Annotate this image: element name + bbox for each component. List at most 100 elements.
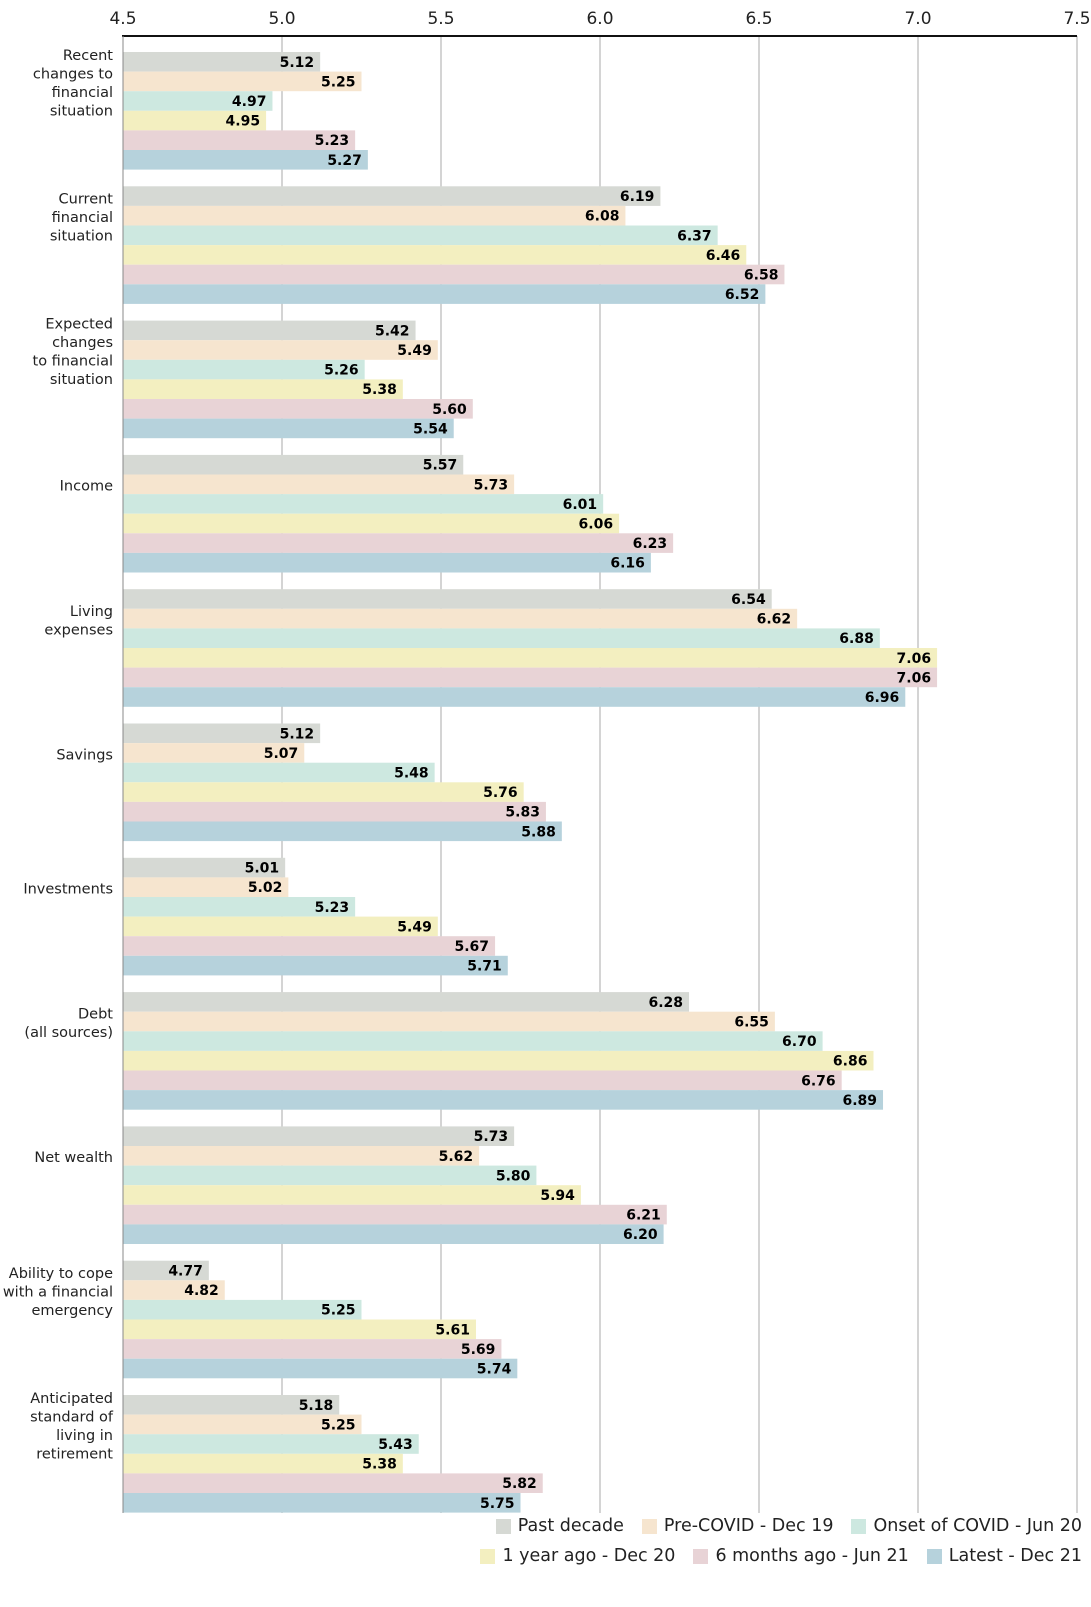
bar xyxy=(123,1358,518,1379)
bar xyxy=(123,186,661,206)
bar-value-label: 6.37 xyxy=(677,228,712,244)
bar xyxy=(123,513,620,534)
bar-value-label: 5.02 xyxy=(248,880,283,896)
bar xyxy=(123,1146,480,1166)
bar xyxy=(123,359,365,380)
category-label-line: situation xyxy=(50,229,113,245)
bar-value-label: 6.21 xyxy=(626,1208,661,1224)
bar-value-label: 6.23 xyxy=(633,536,668,552)
bar xyxy=(123,533,674,553)
bar xyxy=(123,877,289,897)
bar xyxy=(123,110,267,131)
bar xyxy=(123,399,473,419)
bar xyxy=(123,1319,476,1340)
bar xyxy=(123,52,321,72)
category-label-line: situation xyxy=(50,372,113,388)
bar xyxy=(123,225,718,246)
bar-value-label: 4.95 xyxy=(226,114,261,130)
bar-value-label: 4.97 xyxy=(232,94,267,110)
bar-value-label: 5.88 xyxy=(521,824,556,840)
category-label: Ability to cope with a financial emergency xyxy=(3,1266,114,1319)
bar xyxy=(123,552,651,573)
bar-value-label: 5.60 xyxy=(432,402,467,418)
legend-swatch xyxy=(480,1548,496,1564)
bar-value-label: 6.58 xyxy=(744,268,779,284)
x-tick-label: 6.5 xyxy=(745,9,772,29)
category-label-line: Income xyxy=(60,479,113,495)
category-label-line: living in xyxy=(56,1428,113,1444)
category-label-line: Current xyxy=(59,192,114,208)
bar xyxy=(123,936,496,956)
category-label-line: changes to xyxy=(33,67,113,83)
bar-value-label: 5.54 xyxy=(413,421,448,437)
bar-value-label: 5.94 xyxy=(540,1188,575,1204)
x-tick-label: 5.0 xyxy=(268,9,295,29)
bar-value-label: 6.54 xyxy=(731,592,766,608)
bar xyxy=(123,648,938,668)
bar-value-label: 5.18 xyxy=(299,1398,334,1414)
bar-value-label: 5.49 xyxy=(397,919,432,935)
category-label: Current financial situation xyxy=(50,192,113,245)
category-label-line: changes xyxy=(52,335,113,351)
bar xyxy=(123,1050,874,1071)
x-tick-label: 7.5 xyxy=(1063,9,1090,29)
bar-value-label: 4.82 xyxy=(184,1283,219,1299)
category-label-line: Savings xyxy=(56,747,113,763)
bar-value-label: 5.75 xyxy=(480,1496,515,1512)
bar xyxy=(123,916,438,937)
x-tick-label: 4.5 xyxy=(109,9,136,29)
bar xyxy=(123,418,454,439)
bar-value-label: 5.23 xyxy=(315,133,350,149)
category-label-line: financial xyxy=(52,85,113,101)
bar-value-label: 6.96 xyxy=(865,690,900,706)
bar-value-label: 6.88 xyxy=(839,631,874,647)
bar-value-label: 6.52 xyxy=(725,287,760,303)
bar xyxy=(123,1165,537,1186)
bar xyxy=(123,821,562,842)
bar xyxy=(123,71,362,92)
bar-value-label: 5.73 xyxy=(474,477,509,493)
bar-value-label: 6.19 xyxy=(620,189,655,205)
category-label: Recent changes to financial situation xyxy=(33,48,113,120)
category-label: Living expenses xyxy=(44,604,113,639)
bar-value-label: 5.48 xyxy=(394,766,429,782)
bar xyxy=(123,667,938,688)
bar-value-label: 5.27 xyxy=(327,153,362,169)
category-label-line: with a financial xyxy=(3,1285,113,1301)
category-label-line: Investments xyxy=(23,882,113,898)
bar-value-label: 6.16 xyxy=(610,556,645,572)
bar-value-label: 5.83 xyxy=(505,805,540,821)
category-label-line: expenses xyxy=(44,622,113,638)
legend-row-1: Past decade Pre-COVID - Dec 19 Onset of CO… xyxy=(0,1516,1082,1536)
bar xyxy=(123,955,508,976)
legend-row-2: 1 year ago - Dec 20 6 months ago - Jun 21… xyxy=(0,1546,1082,1566)
legend-item: 1 year ago - Dec 20 xyxy=(480,1546,675,1566)
x-tick-label: 7.0 xyxy=(904,9,931,29)
bar xyxy=(123,723,321,744)
legend-swatch xyxy=(851,1518,867,1534)
bar-value-label: 5.07 xyxy=(264,746,299,762)
bar-value-label: 6.08 xyxy=(585,209,620,225)
bar-value-label: 5.25 xyxy=(321,1417,356,1433)
legend-label: Past decade xyxy=(517,1516,624,1536)
bar-value-label: 6.01 xyxy=(563,497,598,513)
bar xyxy=(123,1339,502,1359)
category-label-line: situation xyxy=(50,104,113,120)
bar xyxy=(123,1204,667,1225)
bar-value-label: 5.57 xyxy=(423,458,458,474)
bar xyxy=(123,494,604,514)
bar xyxy=(123,687,906,707)
bar-value-label: 4.77 xyxy=(168,1264,203,1280)
category-label: Investments xyxy=(23,882,113,898)
bar xyxy=(123,743,305,763)
category-label-line: retirement xyxy=(36,1447,113,1463)
bar xyxy=(123,897,356,917)
legend-item: Past decade xyxy=(495,1516,624,1536)
category-label-line: Ability to cope xyxy=(9,1266,113,1282)
bar xyxy=(123,284,766,304)
bar xyxy=(123,628,880,648)
bar-value-label: 6.20 xyxy=(623,1227,658,1243)
bar-value-label: 6.76 xyxy=(801,1073,836,1089)
bar xyxy=(123,1031,823,1051)
